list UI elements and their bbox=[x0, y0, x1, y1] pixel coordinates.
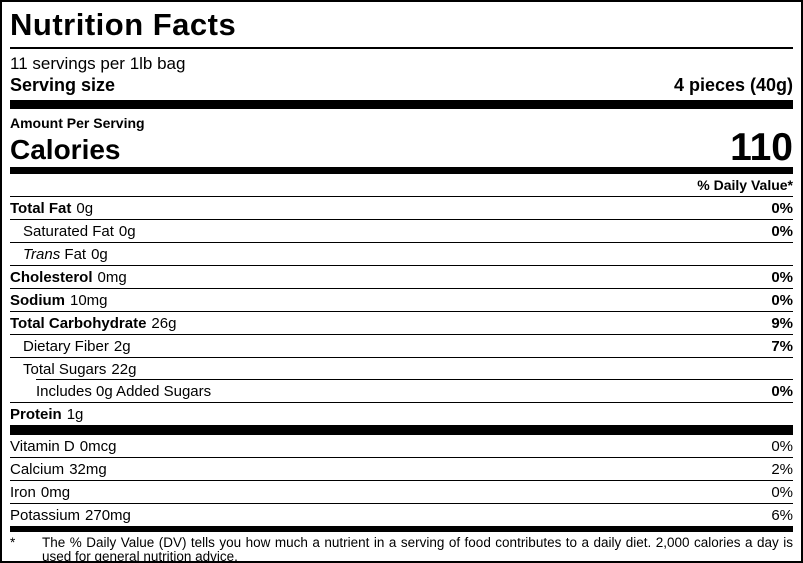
nutrient-name: Cholesterol bbox=[10, 268, 93, 286]
nutrient-amount: 1g bbox=[66, 405, 84, 423]
nutrient-amount: 0g bbox=[91, 245, 108, 263]
nutrient-amount: 0g bbox=[118, 222, 136, 240]
calories-value: 110 bbox=[730, 125, 793, 169]
nutrient-row: Vitamin D 0mcg 0% bbox=[10, 435, 793, 458]
daily-value: 0% bbox=[771, 199, 793, 217]
nutrient-row: Saturated Fat 0g 0% bbox=[10, 220, 793, 243]
serving-size-row: Serving size 4 pieces (40g) bbox=[10, 74, 793, 100]
footnote-marker: * bbox=[10, 534, 16, 550]
vitamins-section: Vitamin D 0mcg 0% Calcium 32mg 2% Iron 0mg 0% Pot… bbox=[10, 435, 793, 526]
nutrient-amount: 26g bbox=[151, 314, 177, 332]
nutrient-amount: 0mcg bbox=[79, 437, 117, 455]
daily-value: 0% bbox=[771, 268, 793, 286]
daily-value: 6% bbox=[771, 506, 793, 524]
nutrient-amount: 10mg bbox=[70, 291, 108, 309]
daily-value-header: % Daily Value* bbox=[10, 174, 793, 197]
nutrient-row: Protein 1g bbox=[10, 403, 793, 425]
daily-value: 0% bbox=[771, 291, 793, 309]
nutrient-name: Protein bbox=[10, 405, 62, 423]
nutrient-amount: 0mg bbox=[40, 483, 71, 501]
nutrient-amount: 22g bbox=[111, 360, 137, 378]
nutrient-name: Potassium bbox=[10, 506, 81, 524]
nutrient-amount: 0g bbox=[76, 199, 94, 217]
nutrient-name: Trans Fat bbox=[23, 245, 87, 263]
section-divider-bar bbox=[10, 424, 793, 435]
nutrient-row: Total Fat 0g 0% bbox=[10, 197, 793, 220]
nutrients-section: Total Fat 0g 0% Saturated Fat 0g 0% Trans Fat 0… bbox=[10, 197, 793, 425]
nutrient-name: Vitamin D bbox=[10, 437, 75, 455]
nutrient-row: Trans Fat 0g bbox=[10, 243, 793, 266]
nutrient-row: Cholesterol 0mg 0% bbox=[10, 266, 793, 289]
daily-value: 9% bbox=[771, 314, 793, 332]
section-divider-bar bbox=[10, 99, 793, 109]
nutrient-row: Potassium 270mg 6% bbox=[10, 504, 793, 526]
nutrient-name: Dietary Fiber bbox=[23, 337, 109, 355]
nutrient-name: Calcium bbox=[10, 460, 65, 478]
nutrient-name: Sodium bbox=[10, 291, 65, 309]
daily-value: 2% bbox=[771, 460, 793, 478]
nutrient-row: Dietary Fiber 2g 7% bbox=[10, 335, 793, 358]
nutrient-row: Sodium 10mg 0% bbox=[10, 289, 793, 312]
section-divider-bar bbox=[10, 525, 793, 532]
daily-value: 0% bbox=[771, 382, 793, 400]
nutrient-name: Iron bbox=[10, 483, 36, 501]
nutrient-row: Iron 0mg 0% bbox=[10, 481, 793, 504]
nutrient-row: Total Carbohydrate 26g 9% bbox=[10, 312, 793, 335]
daily-value: 0% bbox=[771, 222, 793, 240]
nutrient-row: Total Sugars 22g bbox=[10, 358, 793, 380]
daily-value: 0% bbox=[771, 437, 793, 455]
serving-size-label: Serving size bbox=[10, 74, 116, 95]
calories-label: Calories bbox=[10, 133, 121, 165]
nutrient-name: Total Sugars bbox=[23, 360, 107, 378]
nutrient-name: Includes 0g Added Sugars bbox=[36, 382, 212, 400]
nutrient-amount: 0mg bbox=[97, 268, 127, 286]
nutrient-name: Saturated Fat bbox=[23, 222, 114, 240]
amount-per-serving-label: Amount Per Serving bbox=[10, 114, 145, 131]
daily-value: 7% bbox=[771, 337, 793, 355]
nutrient-amount: 32mg bbox=[69, 460, 107, 478]
footnote: * The % Daily Value (DV) tells you how m… bbox=[10, 532, 793, 563]
nutrient-amount: 270mg bbox=[85, 506, 131, 524]
calories-row: Calories 110 bbox=[10, 125, 793, 169]
footnote-text: The % Daily Value (DV) tells you how muc… bbox=[42, 534, 793, 563]
label-title: Nutrition Facts bbox=[10, 2, 793, 49]
nutrient-row: Includes 0g Added Sugars 0% bbox=[10, 380, 793, 403]
nutrient-name: Total Fat bbox=[10, 199, 72, 217]
nutrient-amount: 2g bbox=[113, 337, 131, 355]
nutrient-name: Total Carbohydrate bbox=[10, 314, 147, 332]
section-divider-bar bbox=[10, 166, 793, 174]
nutrient-row: Calcium 32mg 2% bbox=[10, 458, 793, 481]
servings-per-container: 11 servings per 1lb bag bbox=[10, 53, 186, 73]
serving-size-value: 4 pieces (40g) bbox=[673, 74, 793, 95]
daily-value: 0% bbox=[771, 483, 793, 501]
